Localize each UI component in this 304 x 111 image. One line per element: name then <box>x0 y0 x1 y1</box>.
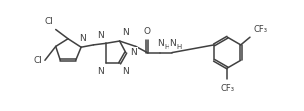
Text: N: N <box>97 67 103 76</box>
Text: N: N <box>130 48 137 57</box>
Text: CF₃: CF₃ <box>220 84 234 93</box>
Text: N: N <box>122 28 129 37</box>
Text: N: N <box>97 31 103 40</box>
Text: N: N <box>169 39 176 48</box>
Text: H: H <box>164 44 170 50</box>
Text: O: O <box>144 27 151 36</box>
Text: N: N <box>122 67 129 76</box>
Text: H: H <box>177 44 182 50</box>
Text: N: N <box>157 39 164 48</box>
Text: N: N <box>79 34 86 43</box>
Text: Cl: Cl <box>34 56 43 65</box>
Text: CF₃: CF₃ <box>254 25 268 34</box>
Text: Cl: Cl <box>44 17 54 26</box>
